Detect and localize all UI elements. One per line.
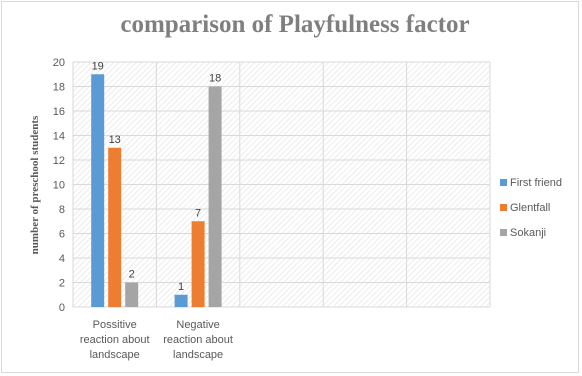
- y-tick-label: 14: [53, 131, 65, 143]
- bar: [108, 147, 122, 307]
- y-tick-label: 0: [59, 302, 65, 314]
- bar: [91, 74, 105, 307]
- x-category-label: landscape: [173, 349, 223, 361]
- legend-label: First friend: [510, 177, 562, 189]
- y-tick-label: 4: [59, 253, 65, 265]
- chart-title: comparison of Playfulness factor: [120, 11, 469, 38]
- y-tick-labels: 0 2 4 6 8 10 12 14 16 18 20: [53, 57, 65, 314]
- x-category-label: landscape: [90, 349, 140, 361]
- bar: [208, 86, 222, 307]
- legend-swatch: [500, 229, 507, 236]
- data-labels: 19 1 13 7 2 18: [92, 60, 222, 293]
- y-axis-label: number of preschool students: [29, 115, 41, 254]
- bar: [174, 294, 188, 307]
- data-label: 13: [109, 134, 121, 146]
- grid-lines: [72, 61, 491, 308]
- legend-swatch: [500, 204, 507, 211]
- bar: [191, 221, 205, 307]
- x-category-label: Possitive: [93, 319, 137, 331]
- x-category-label: Negative: [176, 319, 219, 331]
- data-label: 2: [129, 269, 135, 281]
- x-category-labels: Possitive reaction about landscape Negative…: [80, 319, 233, 361]
- y-tick-label: 6: [59, 229, 65, 241]
- bars: [91, 74, 222, 307]
- y-tick-label: 8: [59, 204, 65, 216]
- x-category-label: reaction about: [163, 334, 233, 346]
- y-tick-label: 10: [53, 180, 65, 192]
- data-label: 1: [178, 281, 184, 293]
- data-label: 18: [209, 73, 221, 85]
- data-label: 19: [92, 60, 104, 72]
- legend: First friend Glentfall Sokanji: [500, 177, 562, 239]
- bar: [125, 282, 139, 307]
- y-tick-label: 20: [53, 57, 65, 69]
- legend-label: Sokanji: [510, 227, 546, 239]
- legend-swatch: [500, 179, 507, 186]
- y-tick-label: 12: [53, 155, 65, 167]
- x-category-label: reaction about: [80, 334, 150, 346]
- y-tick-label: 2: [59, 278, 65, 290]
- y-tick-label: 18: [53, 82, 65, 94]
- legend-label: Glentfall: [510, 202, 550, 214]
- data-label: 7: [195, 207, 201, 219]
- y-tick-label: 16: [53, 106, 65, 118]
